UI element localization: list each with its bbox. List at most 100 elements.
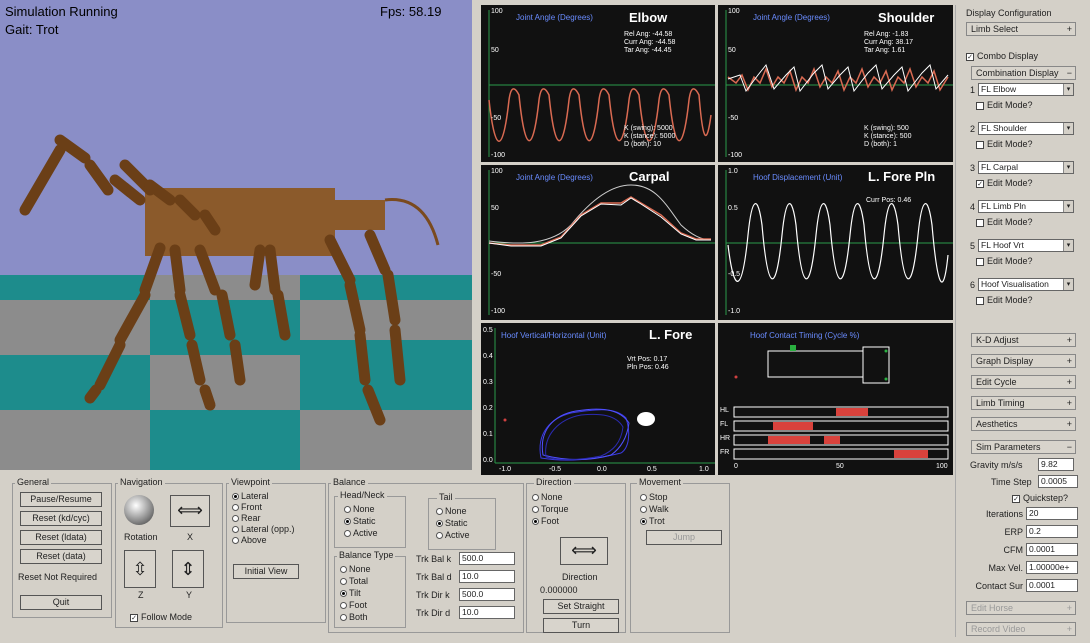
general-group bbox=[12, 483, 112, 618]
quickstep-checkbox[interactable]: ✓ Quickstep? bbox=[1012, 493, 1068, 503]
expand-icon: + bbox=[1066, 24, 1072, 34]
param-input[interactable]: 0.0001 bbox=[1026, 543, 1078, 556]
combination-display-button[interactable]: Combination Display − bbox=[971, 66, 1076, 80]
follow-mode-checkbox[interactable]: ✓ Follow Mode bbox=[130, 612, 192, 622]
param-input[interactable]: 20 bbox=[1026, 507, 1078, 520]
y-tick: -0.5 bbox=[728, 271, 741, 278]
edit-mode-checkbox[interactable]: Edit Mode? bbox=[976, 256, 1033, 266]
slot-select[interactable]: FL Elbow ▾ bbox=[978, 83, 1074, 96]
viewpoint-radio[interactable]: Front bbox=[232, 502, 262, 512]
sim-status: Simulation Running bbox=[5, 4, 118, 19]
y-tick: 0.5 bbox=[483, 327, 493, 334]
jump-button[interactable]: Jump bbox=[646, 530, 722, 545]
tail-radio[interactable]: None bbox=[436, 506, 467, 516]
balance-type-radio[interactable]: Foot bbox=[340, 600, 367, 610]
headneck-radio[interactable]: None bbox=[344, 504, 375, 514]
radio-icon bbox=[232, 493, 239, 501]
balance-type-radio[interactable]: Tilt bbox=[340, 588, 361, 598]
limb-select-button[interactable]: Limb Select + bbox=[966, 22, 1076, 36]
graph-info: Rel Ang: -1.83 Curr Ang: 38.17 Tar Ang: … bbox=[864, 31, 914, 54]
param-input[interactable]: 0.0001 bbox=[1026, 579, 1078, 592]
reset-kd-button[interactable]: Reset (kd/cyc) bbox=[20, 511, 102, 526]
headneck-radio[interactable]: Active bbox=[344, 528, 378, 538]
edit-horse-button[interactable]: Edit Horse + bbox=[966, 601, 1076, 615]
button-label: Sim Parameters bbox=[976, 442, 1041, 452]
param-input[interactable]: 1.00000e+ bbox=[1026, 561, 1078, 574]
direction-radio[interactable]: None bbox=[532, 492, 563, 502]
gravity-input[interactable]: 9.82 bbox=[1038, 458, 1074, 471]
direction-arrow-icon[interactable]: ⟺ bbox=[560, 537, 608, 565]
balance-field-input[interactable]: 500.0 bbox=[459, 588, 515, 601]
group-title: Balance Type bbox=[337, 550, 396, 560]
movement-radio[interactable]: Stop bbox=[640, 492, 668, 502]
movement-radio[interactable]: Walk bbox=[640, 504, 669, 514]
combo-display-checkbox[interactable]: ✓ Combo Display bbox=[966, 51, 1038, 61]
viewpoint-radio[interactable]: Above bbox=[232, 535, 267, 545]
sim-parameters-button[interactable]: Sim Parameters − bbox=[971, 440, 1076, 454]
row-label: HL bbox=[720, 407, 729, 414]
edit-mode-checkbox[interactable]: Edit Mode? bbox=[976, 100, 1033, 110]
timestep-input[interactable]: 0.0005 bbox=[1038, 475, 1078, 488]
graph-gains: K (swing): 500 K (stance): 500 D (both):… bbox=[864, 125, 912, 148]
radio-label: Total bbox=[349, 576, 369, 586]
slot-select[interactable]: Hoof Visualisation ▾ bbox=[978, 278, 1074, 291]
pause-resume-button[interactable]: Pause/Resume bbox=[20, 492, 102, 507]
headneck-radio[interactable]: Static bbox=[344, 516, 376, 526]
checkbox-label: Edit Mode? bbox=[987, 139, 1033, 149]
pan-x-icon[interactable]: ⟺ bbox=[170, 495, 210, 527]
menu-button[interactable]: Graph Display + bbox=[971, 354, 1076, 368]
x-tick: 100 bbox=[936, 463, 948, 470]
collapse-icon: − bbox=[1066, 68, 1072, 78]
simulation-viewport[interactable]: Simulation Running Gait: Trot Fps: 58.19 bbox=[0, 0, 472, 470]
viewpoint-radio[interactable]: Rear bbox=[232, 513, 261, 523]
pan-z-icon[interactable]: ⇳ bbox=[124, 550, 156, 588]
viewpoint-radio[interactable]: Lateral bbox=[232, 491, 269, 501]
balance-field-input[interactable]: 10.0 bbox=[459, 606, 515, 619]
radio-label: Both bbox=[349, 612, 368, 622]
group-title: Movement bbox=[637, 477, 684, 487]
slot-select[interactable]: FL Limb Pln ▾ bbox=[978, 200, 1074, 213]
initial-view-button[interactable]: Initial View bbox=[233, 564, 299, 579]
tail-radio[interactable]: Static bbox=[436, 518, 468, 528]
balance-type-radio[interactable]: Total bbox=[340, 576, 368, 586]
param-label: CFM bbox=[1003, 545, 1024, 555]
viewpoint-radio[interactable]: Lateral (opp.) bbox=[232, 524, 295, 534]
turn-button[interactable]: Turn bbox=[543, 618, 619, 633]
select-value: FL Carpal bbox=[981, 162, 1019, 172]
radio-icon bbox=[344, 506, 351, 514]
check-icon bbox=[976, 257, 984, 266]
menu-button[interactable]: K-D Adjust + bbox=[971, 333, 1076, 347]
edit-mode-checkbox[interactable]: Edit Mode? bbox=[976, 295, 1033, 305]
radio-label: Walk bbox=[649, 504, 669, 514]
movement-radio[interactable]: Trot bbox=[640, 516, 665, 526]
pan-y-icon[interactable]: ⇕ bbox=[172, 550, 204, 588]
button-label: Record Video bbox=[971, 624, 1026, 634]
param-input[interactable]: 0.2 bbox=[1026, 525, 1078, 538]
menu-button[interactable]: Aesthetics + bbox=[971, 417, 1076, 431]
quit-button[interactable]: Quit bbox=[20, 595, 102, 610]
slot-select[interactable]: FL Hoof Vrt ▾ bbox=[978, 239, 1074, 252]
graph-hoof-vh: 0.5 0.4 0.3 0.2 0.1 0.0 -1.0 -0.5 0.0 0.… bbox=[481, 323, 715, 475]
edit-mode-checkbox[interactable]: Edit Mode? bbox=[976, 217, 1033, 227]
menu-button[interactable]: Edit Cycle + bbox=[971, 375, 1076, 389]
direction-radio[interactable]: Foot bbox=[532, 516, 559, 526]
reset-ldata-button[interactable]: Reset (ldata) bbox=[20, 530, 102, 545]
balance-type-radio[interactable]: Both bbox=[340, 612, 368, 622]
record-video-button[interactable]: Record Video + bbox=[966, 622, 1076, 636]
slot-select[interactable]: FL Carpal ▾ bbox=[978, 161, 1074, 174]
edit-mode-checkbox[interactable]: ✓ Edit Mode? bbox=[976, 178, 1033, 188]
balance-field-input[interactable]: 500.0 bbox=[459, 552, 515, 565]
viewpoint-group bbox=[226, 483, 326, 623]
reset-data-button[interactable]: Reset (data) bbox=[20, 549, 102, 564]
balance-field-input[interactable]: 10.0 bbox=[459, 570, 515, 583]
panel-title: Display Configuration bbox=[966, 8, 1052, 18]
tail-radio[interactable]: Active bbox=[436, 530, 470, 540]
y-tick: 0.3 bbox=[483, 379, 493, 386]
rotation-icon[interactable] bbox=[124, 495, 154, 525]
menu-button[interactable]: Limb Timing + bbox=[971, 396, 1076, 410]
slot-select[interactable]: FL Shoulder ▾ bbox=[978, 122, 1074, 135]
edit-mode-checkbox[interactable]: Edit Mode? bbox=[976, 139, 1033, 149]
direction-radio[interactable]: Torque bbox=[532, 504, 569, 514]
balance-type-radio[interactable]: None bbox=[340, 564, 371, 574]
set-straight-button[interactable]: Set Straight bbox=[543, 599, 619, 614]
